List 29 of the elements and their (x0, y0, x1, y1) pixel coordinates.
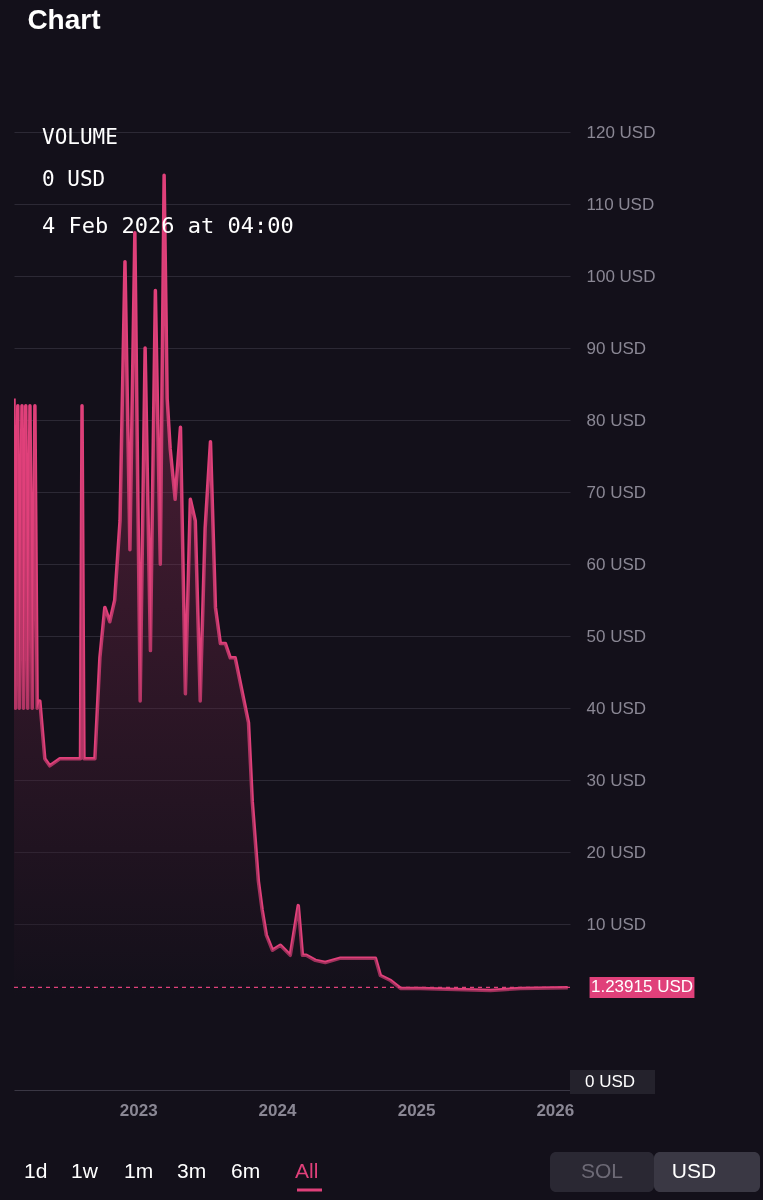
text: 3m (177, 1159, 207, 1182)
y-tick-label: 90 USD (586, 338, 647, 358)
annotation: VOLUME (42, 125, 118, 149)
ref-line-label: 1.23915 USD (590, 977, 694, 997)
x-tick-label: 2024 (258, 1100, 297, 1120)
y-tick-label: 10 USD (586, 914, 647, 934)
text: 1m (124, 1159, 154, 1182)
y-tick-label: 50 USD (586, 626, 647, 646)
text: SOL (580, 1159, 624, 1182)
chart-title: Chart (27, 4, 101, 35)
text: 1w (71, 1159, 99, 1182)
y-tick-label: 60 USD (586, 554, 647, 574)
text: 6m (231, 1159, 261, 1182)
x-tick-label: 2026 (536, 1100, 575, 1120)
y-tick-label: 100 USD (586, 266, 656, 286)
annotation: 0 USD (42, 167, 106, 191)
x-tick-label: 2025 (397, 1100, 436, 1120)
y-tick-label: 120 USD (586, 122, 656, 142)
text: 1d (24, 1159, 48, 1182)
y-tick-label: 30 USD (586, 770, 647, 790)
y-tick-label: 70 USD (586, 482, 647, 502)
y-tick-label: 110 USD (586, 194, 655, 214)
x-tick-label: 2023 (119, 1100, 158, 1120)
y-tick-label: 40 USD (586, 698, 647, 718)
text: 0 USD (585, 1072, 636, 1091)
text: USD (671, 1159, 717, 1182)
y-tick-label: 20 USD (586, 842, 647, 862)
y-tick-label: 80 USD (586, 410, 647, 430)
text: All (295, 1159, 319, 1182)
